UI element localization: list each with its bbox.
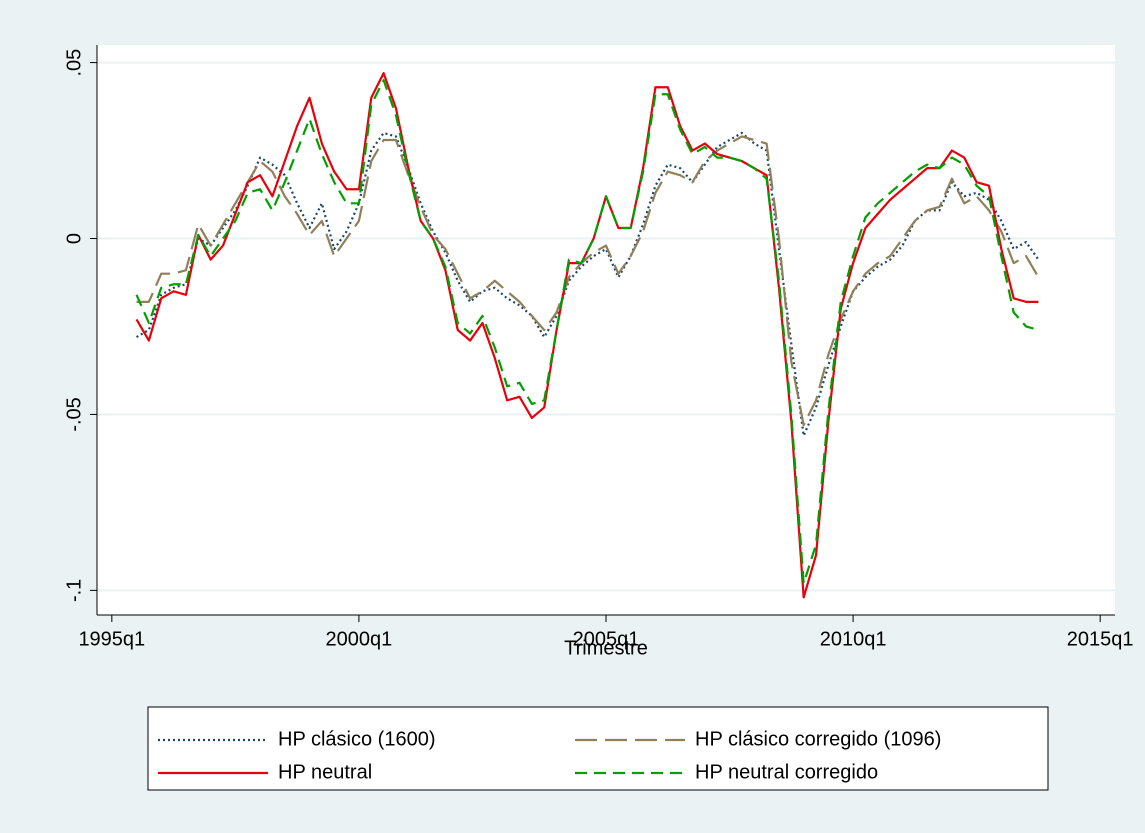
y-tick-label: -.1 xyxy=(63,579,85,602)
series-line xyxy=(136,135,1040,427)
y-tick-label: .05 xyxy=(63,49,85,77)
legend-label: HP clásico (1600) xyxy=(278,728,435,750)
y-tick-label: 0 xyxy=(63,233,85,244)
x-tick-label: 2015q1 xyxy=(1067,628,1134,650)
plot-area xyxy=(97,45,1115,615)
series-line xyxy=(135,79,1039,585)
y-tick-label: -.05 xyxy=(63,397,85,431)
series-line xyxy=(135,131,1040,437)
x-tick-label: 1995q1 xyxy=(78,628,145,650)
legend-label: HP neutral corregido xyxy=(695,761,878,783)
legend-label: HP neutral xyxy=(278,761,372,783)
legend xyxy=(147,706,1049,791)
x-tick-label: 2000q1 xyxy=(326,628,393,650)
x-tick-label: 2010q1 xyxy=(820,628,887,650)
x-tick-label: 2005q1 xyxy=(573,628,640,650)
legend-label: HP clásico corregido (1096) xyxy=(695,728,941,750)
x-axis-label: Trimestre xyxy=(564,637,648,659)
